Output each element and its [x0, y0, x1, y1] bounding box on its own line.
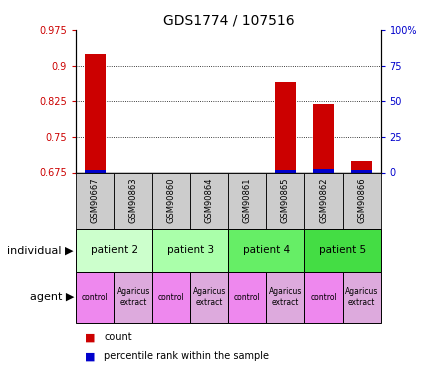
Text: agent ▶: agent ▶: [30, 292, 74, 302]
Bar: [190, 272, 228, 322]
Bar: [350, 170, 371, 172]
Bar: [114, 272, 152, 322]
Bar: [190, 172, 228, 229]
Bar: [342, 172, 380, 229]
Bar: [350, 160, 371, 172]
Text: patient 5: patient 5: [318, 245, 365, 255]
Title: GDS1774 / 107516: GDS1774 / 107516: [162, 13, 293, 27]
Text: GSM90861: GSM90861: [242, 178, 251, 224]
Text: Agaricus
extract: Agaricus extract: [116, 288, 150, 307]
Text: GSM90864: GSM90864: [204, 178, 214, 224]
Text: control: control: [158, 292, 184, 302]
Text: count: count: [104, 333, 132, 342]
Text: percentile rank within the sample: percentile rank within the sample: [104, 351, 269, 361]
Text: Agaricus
extract: Agaricus extract: [192, 288, 226, 307]
Bar: [266, 272, 304, 322]
Bar: [312, 104, 333, 172]
Bar: [152, 272, 190, 322]
Bar: [76, 229, 152, 272]
Bar: [228, 229, 304, 272]
Bar: [266, 172, 304, 229]
Text: control: control: [82, 292, 108, 302]
Text: ■: ■: [85, 351, 95, 361]
Bar: [304, 172, 342, 229]
Bar: [152, 229, 228, 272]
Text: GSM90860: GSM90860: [166, 178, 175, 224]
Bar: [312, 169, 333, 172]
Bar: [342, 272, 380, 322]
Text: GSM90863: GSM90863: [128, 178, 138, 224]
Text: Agaricus
extract: Agaricus extract: [268, 288, 302, 307]
Bar: [152, 172, 190, 229]
Text: patient 4: patient 4: [242, 245, 289, 255]
Text: Agaricus
extract: Agaricus extract: [344, 288, 378, 307]
Bar: [304, 272, 342, 322]
Bar: [228, 172, 266, 229]
Bar: [274, 170, 295, 172]
Text: GSM90862: GSM90862: [318, 178, 327, 224]
Bar: [85, 54, 105, 173]
Text: ■: ■: [85, 333, 95, 342]
Bar: [76, 272, 114, 322]
Bar: [304, 229, 380, 272]
Text: individual ▶: individual ▶: [7, 245, 74, 255]
Text: patient 2: patient 2: [90, 245, 138, 255]
Bar: [274, 82, 295, 172]
Bar: [76, 172, 114, 229]
Text: GSM90667: GSM90667: [90, 178, 99, 224]
Bar: [228, 272, 266, 322]
Text: GSM90865: GSM90865: [280, 178, 289, 224]
Text: control: control: [233, 292, 260, 302]
Bar: [114, 172, 152, 229]
Text: patient 3: patient 3: [166, 245, 214, 255]
Bar: [85, 170, 105, 172]
Text: GSM90866: GSM90866: [356, 178, 365, 224]
Text: control: control: [309, 292, 336, 302]
